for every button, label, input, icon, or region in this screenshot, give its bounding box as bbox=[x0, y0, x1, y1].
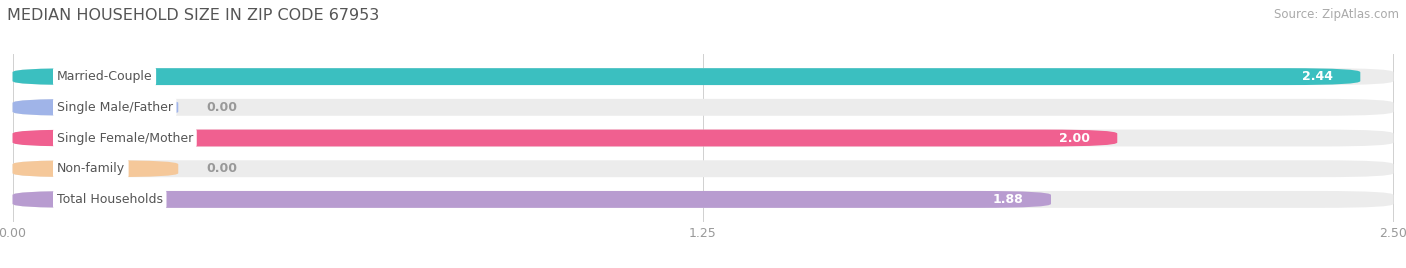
Text: 2.00: 2.00 bbox=[1059, 132, 1090, 144]
FancyBboxPatch shape bbox=[13, 160, 1393, 177]
Text: Source: ZipAtlas.com: Source: ZipAtlas.com bbox=[1274, 8, 1399, 21]
FancyBboxPatch shape bbox=[13, 99, 1393, 116]
Text: 1.88: 1.88 bbox=[993, 193, 1024, 206]
FancyBboxPatch shape bbox=[13, 68, 1393, 85]
Text: MEDIAN HOUSEHOLD SIZE IN ZIP CODE 67953: MEDIAN HOUSEHOLD SIZE IN ZIP CODE 67953 bbox=[7, 8, 380, 23]
FancyBboxPatch shape bbox=[13, 129, 1118, 146]
FancyBboxPatch shape bbox=[13, 191, 1052, 208]
Text: Married-Couple: Married-Couple bbox=[56, 70, 152, 83]
FancyBboxPatch shape bbox=[13, 191, 1393, 208]
FancyBboxPatch shape bbox=[13, 99, 179, 116]
Text: Single Female/Mother: Single Female/Mother bbox=[56, 132, 193, 144]
Text: Single Male/Father: Single Male/Father bbox=[56, 101, 173, 114]
Text: 0.00: 0.00 bbox=[205, 162, 236, 175]
Text: Non-family: Non-family bbox=[56, 162, 125, 175]
FancyBboxPatch shape bbox=[13, 160, 179, 177]
Text: Total Households: Total Households bbox=[56, 193, 163, 206]
Text: 2.44: 2.44 bbox=[1302, 70, 1333, 83]
FancyBboxPatch shape bbox=[13, 129, 1393, 146]
Text: 0.00: 0.00 bbox=[205, 101, 236, 114]
FancyBboxPatch shape bbox=[13, 68, 1361, 85]
